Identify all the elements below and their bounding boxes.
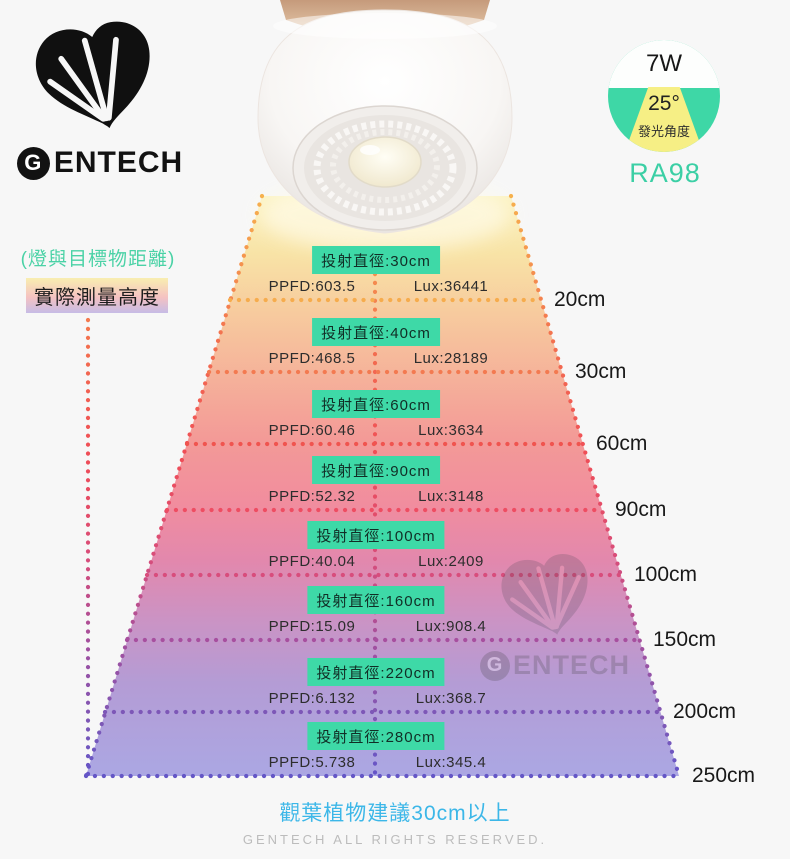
diameter-badge-row2: 投射直徑:40cm	[312, 318, 440, 346]
badge-white-chord	[608, 40, 720, 88]
lux-value-row5: Lux:2409	[418, 553, 484, 570]
led-spotlight-bulb-image	[257, 0, 513, 234]
lux-value-row4: Lux:3148	[418, 488, 484, 505]
diameter-badge-row4: 投射直徑:90cm	[312, 456, 440, 484]
distance-label-30cm: 30cm	[575, 360, 627, 383]
lux-value-row6: Lux:908.4	[415, 618, 487, 635]
ppfd-value-row6: PPFD:15.09	[268, 618, 356, 635]
bulb-rim-highlight	[273, 13, 497, 39]
measured-height-label: 實際測量高度	[26, 278, 168, 313]
ppfd-value-row4: PPFD:52.32	[268, 488, 356, 505]
cone-right-edge-dotted-line	[508, 193, 682, 779]
plant-recommendation-text: 觀葉植物建議30cm以上	[279, 802, 511, 825]
lux-value-row7: Lux:368.7	[415, 690, 487, 707]
ppfd-value-row3: PPFD:60.46	[268, 422, 356, 439]
distance-label-250cm: 250cm	[692, 764, 756, 787]
light-cone-shape	[86, 196, 679, 776]
copyright-text: GENTECH ALL RIGHTS RESERVED.	[242, 832, 548, 847]
diameter-badge-row1: 投射直徑:30cm	[312, 246, 440, 274]
watermark-monstera-leaf-icon	[501, 554, 588, 635]
ppfd-value-row7: PPFD:6.132	[268, 690, 356, 707]
ppfd-value-row8: PPFD:5.738	[268, 754, 356, 771]
lux-value-row8: Lux:345.4	[415, 754, 487, 771]
bulb-reflector-facets-outer	[313, 120, 457, 216]
monstera-leaf-icon	[35, 21, 150, 129]
cri-label: RA98	[629, 158, 701, 188]
lux-value-row1: Lux:36441	[413, 278, 489, 295]
cone-left-edge-dotted-line	[83, 193, 265, 779]
diameter-badge-row5: 投射直徑:100cm	[307, 521, 445, 549]
bulb-reflector-facets-inner	[330, 129, 440, 203]
diameter-badge-row7: 投射直徑:220cm	[307, 658, 445, 686]
bulb-led-highlight	[360, 145, 380, 155]
beam-angle-caption: 發光角度	[637, 124, 690, 139]
distance-label-20cm: 20cm	[554, 288, 606, 311]
lux-value-row3: Lux:3634	[418, 422, 484, 439]
brand-logo: G ENTECH	[14, 18, 186, 180]
diameter-badge-row3: 投射直徑:60cm	[312, 390, 440, 418]
beam-angle-badge: 7W 25° 發光角度	[608, 40, 720, 152]
watermark-wordmark-text: ENTECH	[512, 650, 630, 680]
beam-angle-value: 25°	[648, 92, 680, 115]
g-logo-icon: G	[16, 146, 50, 180]
ppfd-value-row5: PPFD:40.04	[268, 553, 356, 570]
distance-label-60cm: 60cm	[596, 432, 648, 455]
lux-value-row2: Lux:28189	[413, 350, 489, 367]
distance-label-150cm: 150cm	[653, 628, 717, 651]
distance-label-200cm: 200cm	[673, 700, 737, 723]
watermark-wordmark: G ENTECH	[470, 650, 640, 681]
distance-label-90cm: 90cm	[615, 498, 667, 521]
ppfd-value-row2: PPFD:468.5	[268, 350, 356, 367]
wattage-label: 7W	[646, 50, 682, 77]
watermark-g-logo-icon: G	[479, 650, 510, 681]
brand-wordmark-text: ENTECH	[53, 146, 184, 179]
distance-note-label: (燈與目標物距離)	[20, 249, 176, 270]
diameter-badge-row6: 投射直徑:160cm	[307, 586, 445, 614]
bulb-led-chip	[348, 136, 422, 188]
brand-wordmark: G ENTECH	[14, 146, 186, 180]
distance-label-100cm: 100cm	[634, 563, 698, 586]
ppfd-value-row1: PPFD:603.5	[268, 278, 356, 295]
diameter-badge-row8: 投射直徑:280cm	[307, 722, 445, 750]
